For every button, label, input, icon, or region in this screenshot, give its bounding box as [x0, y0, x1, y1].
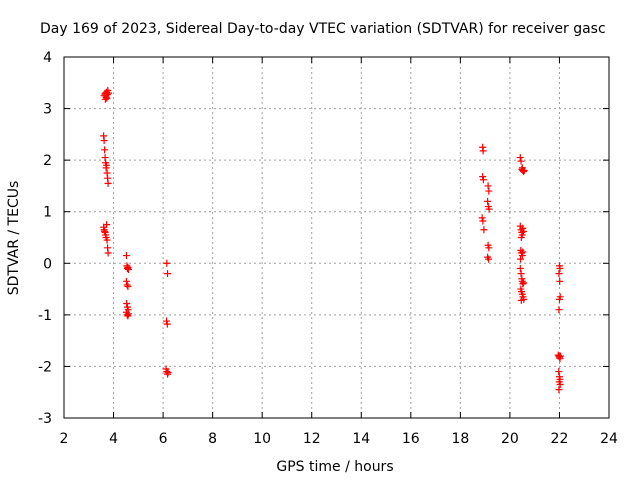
x-axis-label: GPS time / hours [276, 459, 393, 475]
data-point [517, 157, 525, 165]
data-point [480, 226, 488, 234]
data-point [520, 279, 528, 287]
data-point [555, 270, 563, 278]
data-point [517, 234, 525, 241]
data-point [555, 306, 563, 314]
data-point [517, 296, 525, 304]
y-tick-label: -3 [38, 411, 52, 427]
data-point [519, 224, 527, 232]
y-tick-label: 0 [43, 256, 52, 272]
data-point [101, 146, 109, 154]
tick-marks [63, 56, 610, 419]
data-point [123, 300, 131, 308]
data-point [484, 182, 492, 190]
data-point [163, 317, 171, 325]
data-point [105, 89, 113, 97]
data-point [124, 310, 132, 318]
data-point [100, 137, 108, 145]
x-tick-label: 18 [451, 431, 469, 447]
x-tick-label: 14 [352, 431, 370, 447]
data-point [124, 282, 132, 290]
data-point [104, 179, 112, 187]
data-point [122, 252, 130, 260]
data-point [519, 248, 527, 256]
x-tick-label: 10 [253, 431, 271, 447]
x-tick-label: 16 [402, 431, 420, 447]
data-point [163, 259, 171, 267]
x-tick-label: 12 [303, 431, 321, 447]
data-point [556, 380, 564, 388]
data-point [479, 176, 487, 184]
data-point [520, 227, 528, 235]
y-tick-label: 3 [43, 102, 52, 118]
data-point [555, 386, 563, 394]
data-point [556, 264, 564, 272]
x-tick-label: 6 [159, 431, 168, 447]
data-point [484, 197, 492, 205]
chart-title: Day 169 of 2023, Sidereal Day-to-day VTE… [40, 21, 606, 37]
data-point [485, 255, 493, 263]
x-tick-label: 24 [600, 431, 618, 447]
data-point [122, 277, 130, 285]
data-point [556, 277, 564, 285]
data-point [517, 270, 525, 278]
data-point [516, 154, 524, 162]
data-point [479, 173, 487, 181]
data-point [519, 280, 527, 288]
data-point [555, 368, 563, 376]
grid [64, 57, 609, 418]
y-tick-label: 4 [43, 50, 52, 66]
data-point [103, 161, 111, 169]
data-point [104, 249, 112, 257]
y-tick-label: 2 [43, 153, 52, 169]
data-point [101, 95, 109, 103]
data-point [479, 147, 487, 155]
data-point [103, 221, 111, 229]
data-point [520, 166, 528, 174]
x-tick-label: 22 [551, 431, 569, 447]
data-point [123, 281, 131, 289]
data-point [163, 320, 171, 328]
data-point [164, 369, 172, 377]
x-tick-label: 8 [208, 431, 217, 447]
data-point [479, 217, 487, 225]
x-tick-label: 2 [60, 431, 69, 447]
data-point [123, 311, 131, 319]
x-tick-label: 20 [501, 431, 519, 447]
data-point [516, 264, 524, 272]
y-tick-label: -1 [38, 308, 52, 324]
data-point [485, 187, 493, 195]
data-point [124, 265, 132, 273]
data-point [485, 244, 493, 252]
data-point [103, 236, 111, 244]
data-point [485, 205, 493, 213]
data-point [555, 295, 563, 303]
data-point [478, 214, 486, 222]
data-point [517, 255, 525, 263]
y-tick-label: 1 [43, 205, 52, 221]
y-tick-label: -2 [38, 359, 52, 375]
x-tick-label: 4 [109, 431, 118, 447]
data-point [556, 352, 564, 360]
y-axis-label: SDTVAR / TECUs [6, 181, 22, 296]
data-points [100, 87, 564, 394]
data-point [164, 270, 172, 278]
data-point [103, 94, 111, 102]
plot-frame [63, 56, 610, 419]
